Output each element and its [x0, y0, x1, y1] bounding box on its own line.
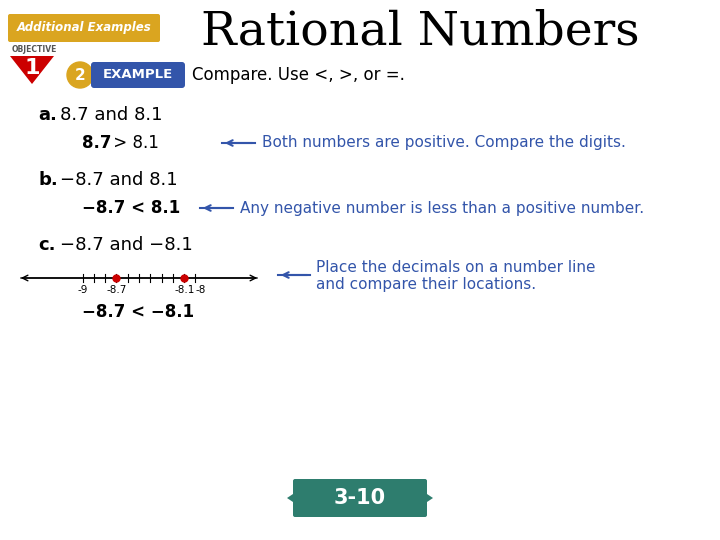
Text: -8.7: -8.7	[107, 285, 127, 295]
Text: Both numbers are positive. Compare the digits.: Both numbers are positive. Compare the d…	[262, 136, 626, 151]
Text: −8.7 < 8.1: −8.7 < 8.1	[82, 199, 180, 217]
Text: Compare. Use <, >, or =.: Compare. Use <, >, or =.	[192, 66, 405, 84]
Polygon shape	[10, 56, 54, 84]
Text: -9: -9	[77, 285, 88, 295]
Text: 1: 1	[24, 58, 40, 78]
Text: OBJECTIVE: OBJECTIVE	[12, 45, 58, 55]
Circle shape	[67, 62, 93, 88]
Text: b.: b.	[38, 171, 58, 189]
Text: EXAMPLE: EXAMPLE	[103, 69, 173, 82]
Text: −8.7 < −8.1: −8.7 < −8.1	[82, 303, 194, 321]
Text: > 8.1: > 8.1	[108, 134, 159, 152]
Text: a.: a.	[38, 106, 57, 124]
Text: c.: c.	[38, 236, 55, 254]
Text: 3-10: 3-10	[334, 488, 386, 508]
Polygon shape	[287, 486, 305, 510]
Text: Additional Examples: Additional Examples	[17, 22, 151, 35]
Text: -8.1: -8.1	[174, 285, 194, 295]
FancyBboxPatch shape	[91, 62, 185, 88]
Text: -8: -8	[196, 285, 206, 295]
FancyBboxPatch shape	[8, 14, 160, 42]
Text: Rational Numbers: Rational Numbers	[201, 9, 639, 55]
Polygon shape	[415, 486, 433, 510]
Text: 8.7: 8.7	[82, 134, 112, 152]
Text: −8.7 and −8.1: −8.7 and −8.1	[60, 236, 193, 254]
Text: 8.7 and 8.1: 8.7 and 8.1	[60, 106, 163, 124]
Text: 2: 2	[75, 68, 86, 83]
FancyBboxPatch shape	[293, 479, 427, 517]
Text: Any negative number is less than a positive number.: Any negative number is less than a posit…	[240, 200, 644, 215]
Text: Place the decimals on a number line: Place the decimals on a number line	[316, 260, 595, 275]
Text: −8.7 and 8.1: −8.7 and 8.1	[60, 171, 178, 189]
Text: and compare their locations.: and compare their locations.	[316, 278, 536, 293]
